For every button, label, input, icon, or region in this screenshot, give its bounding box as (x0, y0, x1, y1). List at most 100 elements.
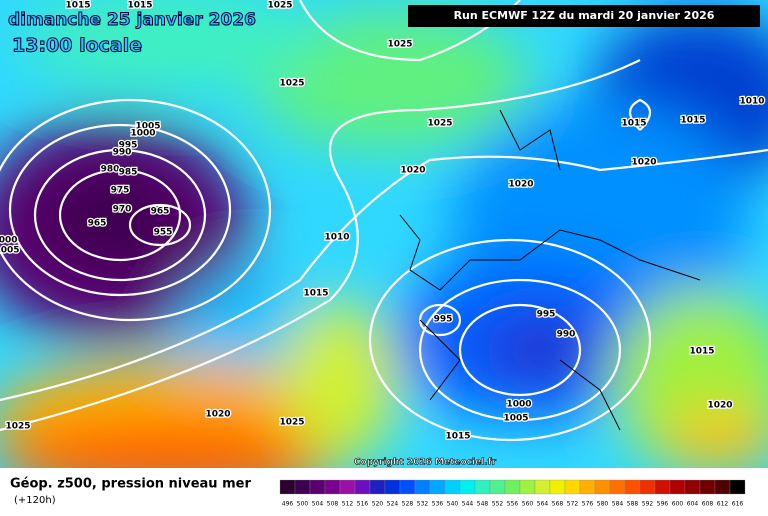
isobar-label: 1005 (135, 122, 160, 132)
isobar-label: 1005 (503, 414, 528, 424)
scale-label: 524 (387, 501, 399, 508)
scale-swatch (519, 479, 536, 495)
isobar-label: 1015 (621, 119, 646, 129)
scale-swatch (459, 479, 476, 495)
scale-label: 604 (687, 501, 699, 508)
isobar-label: 990 (557, 330, 576, 340)
scale-swatch (324, 479, 341, 495)
isobar-label: 1025 (267, 1, 292, 11)
scale-swatch (444, 479, 461, 495)
scale-swatch (714, 479, 731, 495)
scale-swatch (594, 479, 611, 495)
isobar-label: 1025 (279, 418, 304, 428)
scale-label: 504 (312, 501, 324, 508)
scale-swatch (489, 479, 506, 495)
scale-label: 584 (612, 501, 624, 508)
isobar-label: 1025 (387, 40, 412, 50)
scale-swatch (729, 479, 746, 495)
scale-label: 500 (297, 501, 309, 508)
isobar-label: 1025 (279, 79, 304, 89)
scale-swatch (639, 479, 656, 495)
isobar-label: 1025 (5, 422, 30, 432)
scale-label: 536 (432, 501, 444, 508)
isobar-label: 1025 (427, 119, 452, 129)
scale-label: 528 (402, 501, 414, 508)
isobar-label: 1015 (689, 347, 714, 357)
scale-swatch (339, 479, 356, 495)
scale-swatch (624, 479, 641, 495)
isobar-label: 995 (537, 310, 556, 320)
isobar-label: 965 (88, 219, 107, 229)
isobar-label: 985 (119, 168, 138, 178)
scale-label: 556 (507, 501, 519, 508)
isobar-label: 1005 (0, 246, 20, 256)
scale-label: 532 (417, 501, 429, 508)
scale-label: 540 (447, 501, 459, 508)
scale-label: 596 (657, 501, 669, 508)
scale-label: 572 (567, 501, 579, 508)
scale-swatch (654, 479, 671, 495)
scale-label: 600 (672, 501, 684, 508)
isobar-label: 1000 (506, 400, 531, 410)
scale-swatch (699, 479, 716, 495)
scale-label: 576 (582, 501, 594, 508)
scale-swatch (354, 479, 371, 495)
isobar-label: 970 (113, 205, 132, 215)
scale-label: 496 (282, 501, 294, 508)
scale-label: 544 (462, 501, 474, 508)
scale-label: 552 (492, 501, 504, 508)
legend-title: Géop. z500, pression niveau mer (10, 477, 251, 492)
isobar-label: 1020 (205, 410, 230, 420)
scale-label: 612 (717, 501, 729, 508)
date: dimanche 25 janvier 2026 (8, 10, 256, 30)
lead-time: (+120h) (14, 495, 56, 506)
scale-label: 560 (522, 501, 534, 508)
isobar-label: 1000 (0, 236, 18, 246)
isobar-label: 955 (154, 228, 173, 238)
scale-swatch (384, 479, 401, 495)
scale-swatch (579, 479, 596, 495)
scale-swatch (429, 479, 446, 495)
scale-swatch (474, 479, 491, 495)
isobar-label: 995 (119, 141, 138, 151)
isobar-label: 1020 (508, 180, 533, 190)
scale-swatch (549, 479, 566, 495)
scale-swatch (504, 479, 521, 495)
scale-label: 608 (702, 501, 714, 508)
scale-label: 516 (357, 501, 369, 508)
scale-swatch (369, 479, 386, 495)
isobar-label: 1000 (130, 129, 155, 139)
isobar-label: 975 (111, 186, 130, 196)
isobar-label: 1020 (400, 166, 425, 176)
scale-swatch (279, 479, 296, 495)
copyright: Copyright 2026 Meteociel.fr (354, 458, 497, 468)
field (0, 0, 768, 500)
scale-label: 564 (537, 501, 549, 508)
isobar-label: 995 (434, 315, 453, 325)
scale-label: 568 (552, 501, 564, 508)
scale-swatch (669, 479, 686, 495)
scale-swatch (609, 479, 626, 495)
scale-label: 592 (642, 501, 654, 508)
scale-label: 520 (372, 501, 384, 508)
isobar-label: 1020 (631, 158, 656, 168)
scale-swatch (399, 479, 416, 495)
scale-label: 580 (597, 501, 609, 508)
isobar-label: 1015 (127, 1, 152, 11)
isobar-label: 980 (101, 165, 120, 175)
isobar-label: 1015 (680, 116, 705, 126)
isobar-label: 1010 (739, 97, 764, 107)
isobar-label: 990 (113, 148, 132, 158)
scale-swatch (534, 479, 551, 495)
isobar-label: 1015 (303, 289, 328, 299)
scale-swatch (684, 479, 701, 495)
run-info: Run ECMWF 12Z du mardi 20 janvier 2026 (454, 9, 715, 22)
isobar-label: 1015 (445, 432, 470, 442)
isobar-label: 1020 (707, 401, 732, 411)
scale-label: 508 (327, 501, 339, 508)
run-box (408, 5, 760, 27)
scale-label: 588 (627, 501, 639, 508)
isobar-label: 1010 (324, 233, 349, 243)
